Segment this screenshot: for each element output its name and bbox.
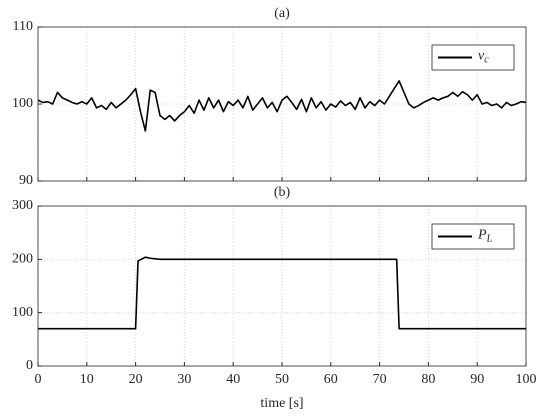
axes-frame — [37, 205, 527, 367]
data-line — [37, 80, 527, 132]
y-tick-label: 0 — [26, 358, 33, 373]
x-axis-label: time [s] — [260, 396, 303, 411]
data-line — [38, 256, 526, 330]
x-tick-label: 40 — [226, 372, 240, 387]
x-tick-label: 20 — [129, 372, 143, 387]
x-tick-label: 10 — [80, 372, 94, 387]
x-tick-label: 80 — [421, 372, 435, 387]
x-tick-label: 0 — [35, 372, 42, 387]
y-tick-label: 100 — [12, 96, 33, 111]
legend-label: PL — [477, 228, 493, 245]
x-tick-label: 90 — [470, 372, 484, 387]
y-tick-label: 100 — [12, 305, 33, 320]
x-tick-label: 50 — [275, 372, 289, 387]
x-tick-label: 100 — [516, 372, 537, 387]
y-tick-label: 300 — [12, 198, 33, 213]
y-tick-label: 110 — [13, 19, 33, 34]
chart-title: (a) — [274, 6, 290, 21]
y-tick-label: 200 — [12, 252, 33, 267]
legend-label: vc — [478, 49, 489, 66]
x-tick-label: 70 — [373, 372, 387, 387]
x-tick-label: 60 — [324, 372, 338, 387]
axes-frame — [37, 26, 527, 182]
chart-title: (b) — [274, 185, 291, 200]
x-tick-label: 30 — [177, 372, 191, 387]
y-tick-label: 90 — [19, 173, 33, 188]
